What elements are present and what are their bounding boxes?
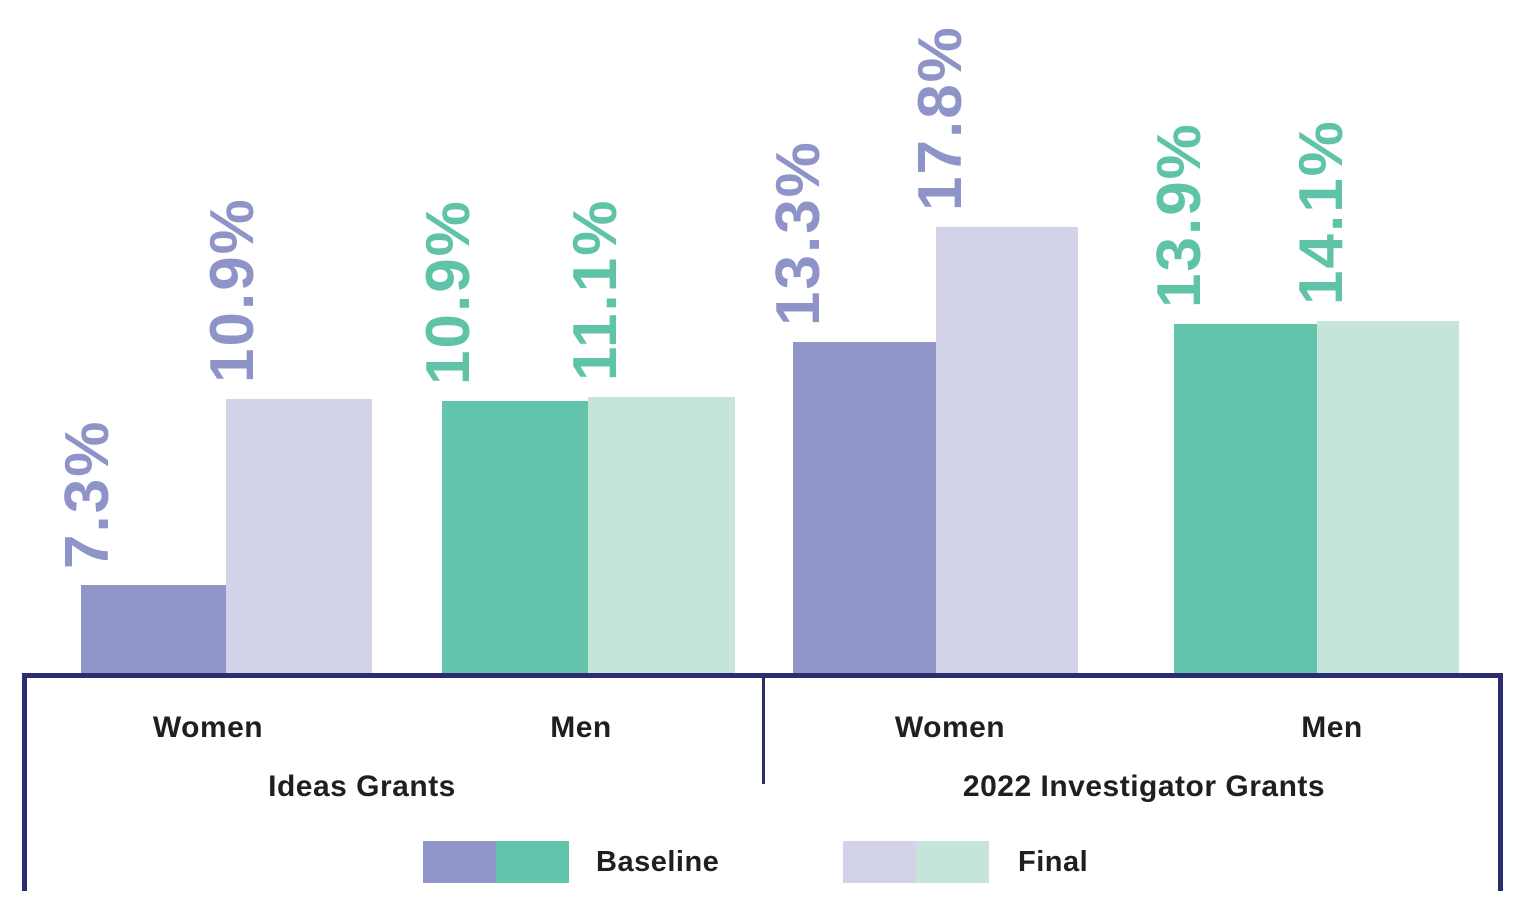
- legend-swatch-final-green: [916, 841, 989, 883]
- bar-women-final-group1: [936, 227, 1078, 675]
- value-label: 13.9%: [1144, 122, 1214, 308]
- bar-women-final-group0: [226, 399, 372, 675]
- bar-men-final-group0: [588, 397, 735, 675]
- legend-label-final: Final: [1018, 846, 1089, 878]
- category-label-women: Women: [894, 711, 1006, 744]
- value-label: 13.3%: [763, 140, 833, 326]
- value-label: 14.1%: [1287, 119, 1356, 305]
- legend-swatch-baseline-green: [496, 841, 569, 883]
- value-label: 7.3%: [52, 419, 122, 569]
- bar-men-final-group1: [1317, 321, 1459, 675]
- group-divider-line: [762, 673, 765, 784]
- value-label: 10.9%: [414, 199, 483, 385]
- value-label: 11.1%: [560, 198, 630, 381]
- category-label-men: Men: [1301, 711, 1363, 744]
- bar-women-baseline-group0: [81, 585, 226, 675]
- group-title: Ideas Grants: [268, 770, 456, 803]
- bar-women-baseline-group1: [793, 342, 936, 675]
- group-title: 2022 Investigator Grants: [962, 770, 1326, 803]
- value-label: 10.9%: [198, 197, 267, 383]
- category-label-women: Women: [152, 711, 264, 744]
- category-label-men: Men: [550, 711, 612, 744]
- bar-men-baseline-group1: [1174, 324, 1317, 675]
- axis-right-line: [1498, 673, 1503, 891]
- legend-swatch-baseline-purple: [423, 841, 496, 883]
- value-label: 17.8%: [906, 25, 975, 211]
- legend-swatch-final-purple: [843, 841, 916, 883]
- legend-label-baseline: Baseline: [596, 846, 720, 878]
- axis-left-line: [22, 673, 27, 891]
- bar-men-baseline-group0: [442, 401, 588, 675]
